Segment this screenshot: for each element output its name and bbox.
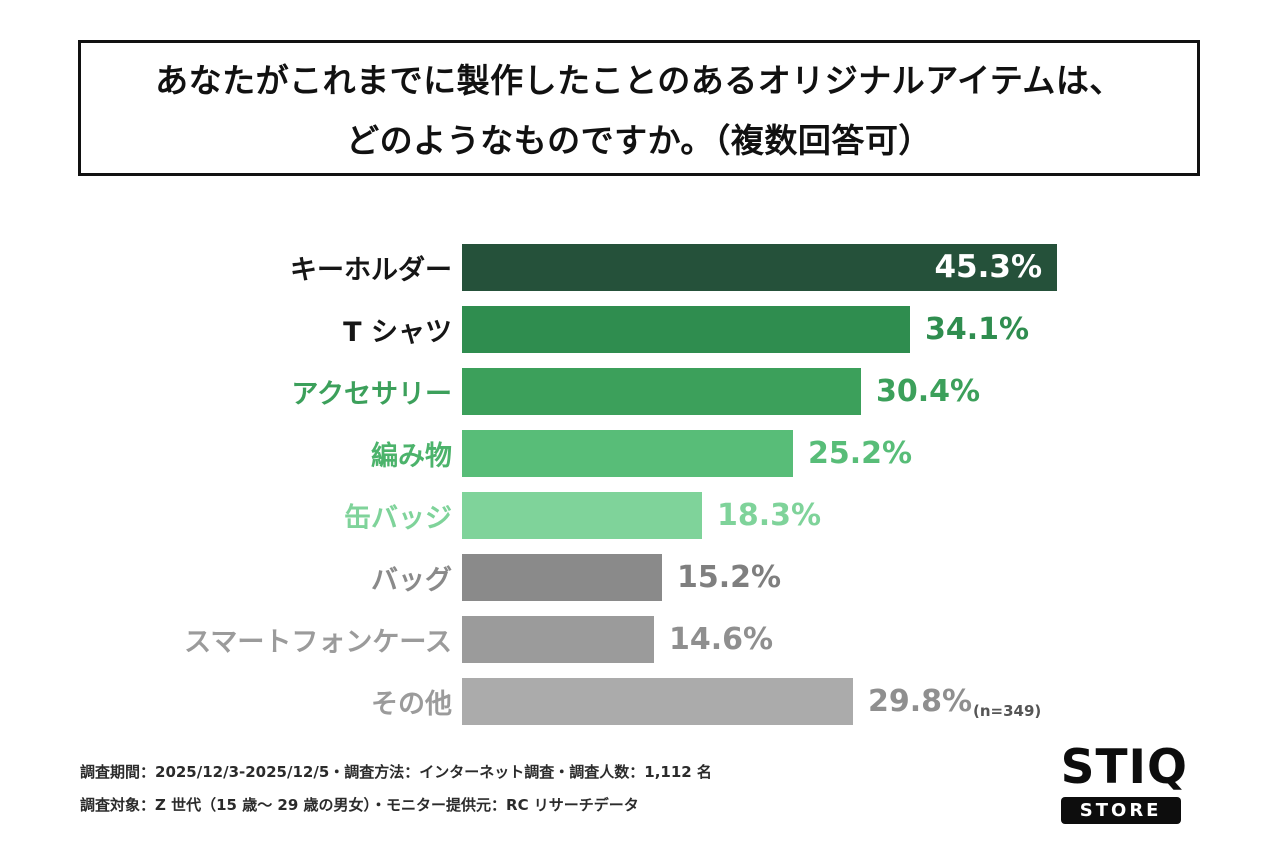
chart-row: アクセサリー 30.4% xyxy=(0,360,1280,422)
logo-brand-text: STIQ xyxy=(1060,740,1188,795)
bar-area: 45.3% xyxy=(462,243,1280,291)
chart-row: 編み物 25.2% xyxy=(0,422,1280,484)
bar xyxy=(462,677,853,725)
value-label: 25.2% xyxy=(808,435,913,471)
category-label: T シャツ xyxy=(343,316,452,348)
survey-question-title-box: あなたがこれまでに製作したことのあるオリジナルアイテムは、 どのようなものですか… xyxy=(78,40,1200,176)
category-label: キーホルダー xyxy=(290,254,452,286)
bar-area: 14.6% xyxy=(462,615,1280,663)
bar-area: 30.4% xyxy=(462,367,1280,415)
stiq-store-logo: STIQ STORE xyxy=(1060,740,1188,824)
category-label: 缶バッジ xyxy=(344,502,452,534)
bar xyxy=(462,615,654,663)
chart-row: バッグ 15.2% xyxy=(0,546,1280,608)
footer-line-1: 調査期間：2025/12/3-2025/12/5・調査方法：インターネット調査・… xyxy=(80,763,712,781)
value-label: 15.2% xyxy=(677,559,782,595)
bar-area: 34.1% xyxy=(462,305,1280,353)
bar-area: 29.8% xyxy=(462,677,1280,725)
chart-row: 缶バッジ 18.3% xyxy=(0,484,1280,546)
footer-line-2: 調査対象：Z 世代（15 歳〜 29 歳の男女）・モニター提供元：RC リサーチ… xyxy=(80,796,639,814)
title-line-1: あなたがこれまでに製作したことのあるオリジナルアイテムは、 xyxy=(155,61,1123,100)
logo-store-badge: STORE xyxy=(1060,796,1181,824)
category-label: 編み物 xyxy=(371,440,452,472)
value-label-inside: 45.3% xyxy=(934,249,1042,285)
chart-row: スマートフォンケース 14.6% xyxy=(0,608,1280,670)
bar-area: 18.3% xyxy=(462,491,1280,539)
value-label: 29.8% xyxy=(868,683,973,719)
bar: 45.3% xyxy=(462,243,1057,291)
value-label: 18.3% xyxy=(717,497,822,533)
chart-row: T シャツ 34.1% xyxy=(0,298,1280,360)
bar xyxy=(462,429,793,477)
chart-row: その他 29.8% xyxy=(0,670,1280,732)
category-label: スマートフォンケース xyxy=(184,626,452,658)
value-label: 34.1% xyxy=(925,311,1030,347)
bar-area: 25.2% xyxy=(462,429,1280,477)
horizontal-bar-chart: キーホルダー 45.3% T シャツ 34.1% アクセサリー 30.4% 編み… xyxy=(0,236,1280,732)
category-label: バッグ xyxy=(371,564,452,596)
category-label: アクセサリー xyxy=(291,378,452,410)
sample-size-note: (n=349) xyxy=(973,702,1042,720)
value-label: 14.6% xyxy=(669,621,774,657)
bar xyxy=(462,553,662,601)
bar xyxy=(462,367,861,415)
title-line-2: どのようなものですか。（複数回答可） xyxy=(346,121,932,160)
chart-row: キーホルダー 45.3% xyxy=(0,236,1280,298)
bar-area: 15.2% xyxy=(462,553,1280,601)
category-label: その他 xyxy=(371,688,452,720)
survey-methodology-footer: 調査期間：2025/12/3-2025/12/5・調査方法：インターネット調査・… xyxy=(80,756,712,822)
bar xyxy=(462,305,910,353)
value-label: 30.4% xyxy=(876,373,981,409)
bar xyxy=(462,491,702,539)
